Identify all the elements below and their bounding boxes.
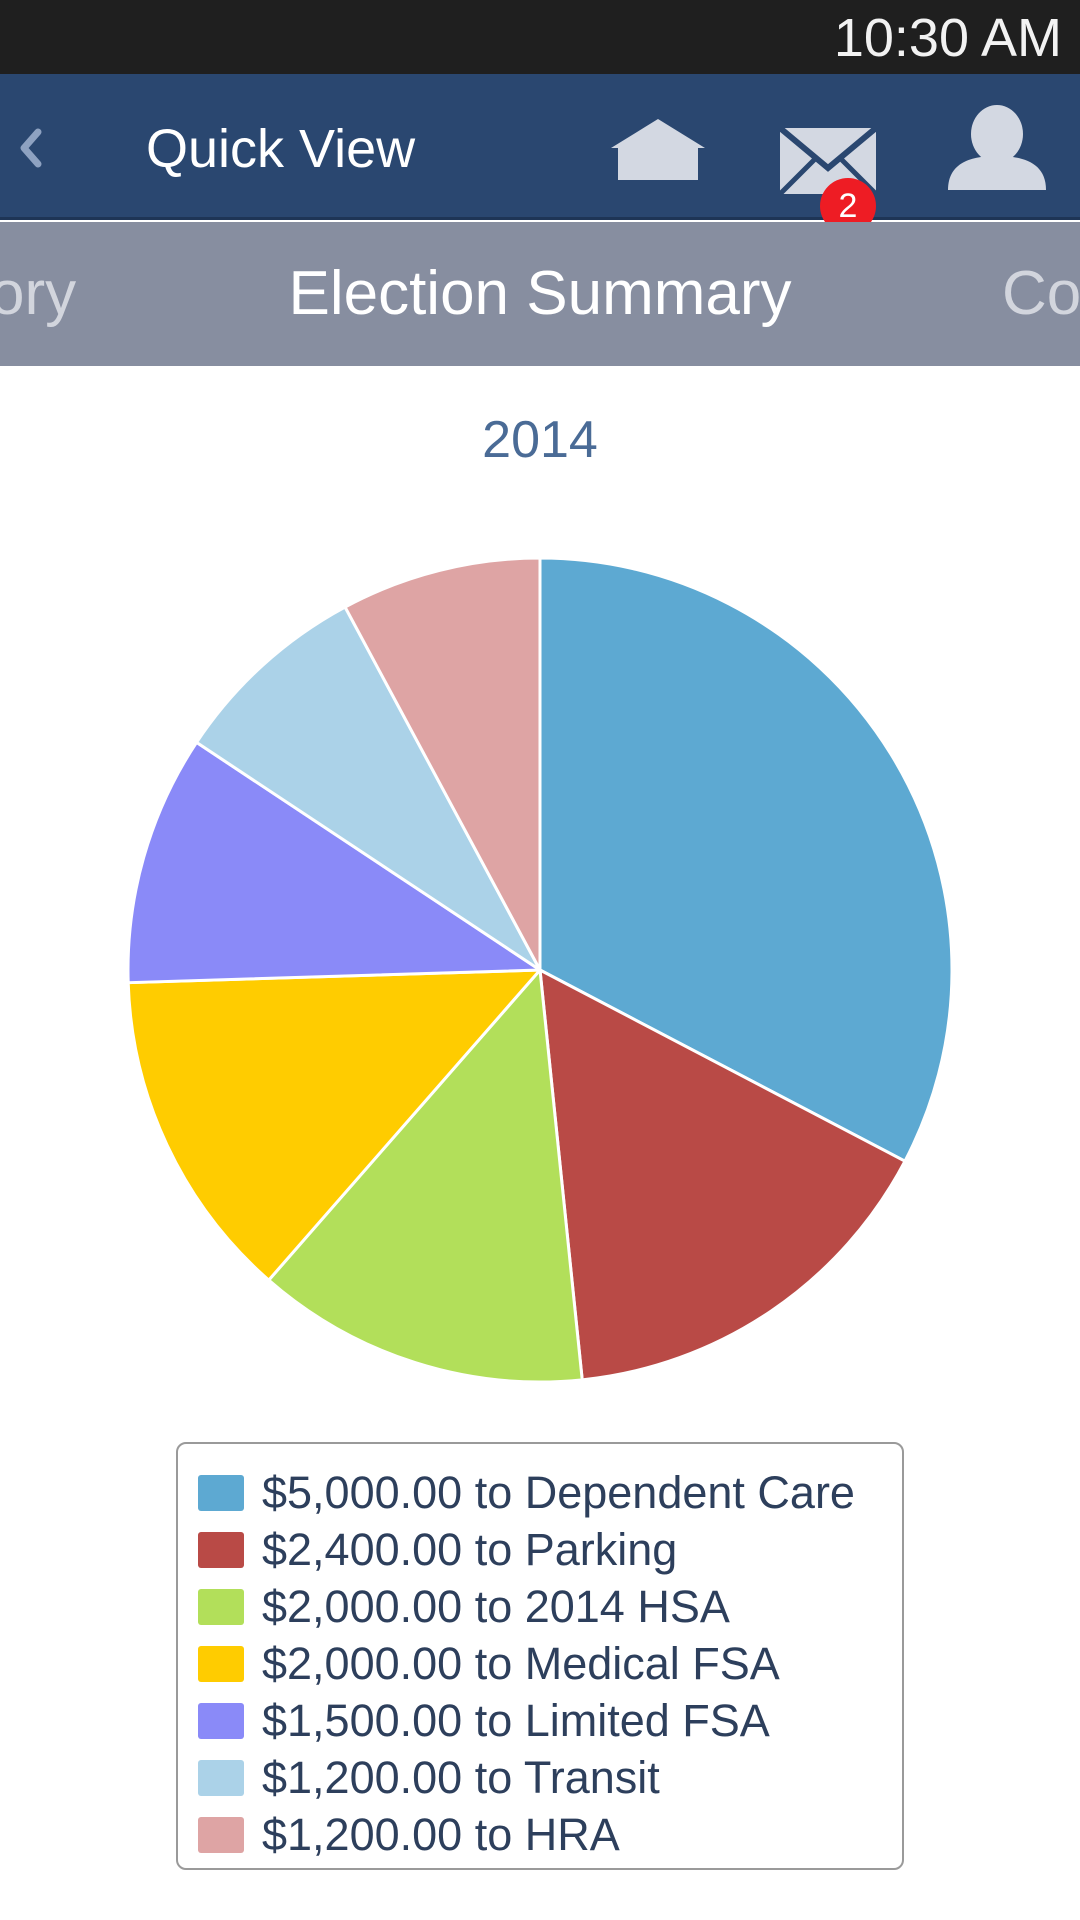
tab-history[interactable]: ory [0,259,77,328]
legend-item[interactable]: $2,000.00 to Medical FSA [198,1635,902,1692]
status-bar: 10:30 AM [0,0,1080,74]
legend-label: $2,000.00 to 2014 HSA [262,1580,730,1632]
pie-slice-limited-fsa[interactable] [126,740,542,985]
tab-bar: ory Election Summary Co [0,222,1080,366]
pie-slice-dependent-care[interactable] [538,556,954,1163]
legend-label: $2,400.00 to Parking [262,1523,678,1575]
legend-label: $1,200.00 to Transit [262,1751,660,1803]
chart-legend: $5,000.00 to Dependent Care $2,400.00 to … [176,1442,904,1870]
home-icon[interactable] [608,116,708,182]
page-title: Quick View [146,119,416,179]
chevron-left-icon[interactable] [10,118,50,178]
legend-swatch [198,1759,244,1796]
pie-slice-parking[interactable] [538,968,907,1382]
legend-swatch [198,1531,244,1568]
legend-label: $1,500.00 to Limited FSA [262,1694,770,1746]
legend-swatch [198,1588,244,1625]
legend-swatch [198,1474,244,1511]
legend-item[interactable]: $2,400.00 to Parking [198,1521,902,1578]
tab-election-summary[interactable]: Election Summary [288,259,792,328]
user-icon[interactable] [946,104,1048,192]
legend-item[interactable]: $5,000.00 to Dependent Care [198,1464,902,1521]
pie-slice-medical-fsa[interactable] [126,968,542,1282]
legend-item[interactable]: $1,200.00 to HRA [198,1806,902,1863]
legend-item[interactable]: $2,000.00 to 2014 HSA [198,1578,902,1635]
legend-label: $5,000.00 to Dependent Care [262,1466,855,1518]
pie-slice-hra[interactable] [343,556,542,972]
status-time: 10:30 AM [833,8,1062,68]
legend-label: $1,200.00 to HRA [262,1808,620,1860]
pie-slice-transit[interactable] [195,605,542,972]
legend-item[interactable]: $1,200.00 to Transit [198,1749,902,1806]
legend-swatch [198,1702,244,1739]
tab-contributions[interactable]: Co [1002,259,1080,328]
pie-slice-2014-hsa[interactable] [267,968,584,1384]
legend-label: $2,000.00 to Medical FSA [262,1637,780,1689]
legend-swatch [198,1816,244,1853]
legend-item[interactable]: $1,500.00 to Limited FSA [198,1692,902,1749]
chart-title: 2014 [482,411,598,469]
legend-swatch [198,1645,244,1682]
